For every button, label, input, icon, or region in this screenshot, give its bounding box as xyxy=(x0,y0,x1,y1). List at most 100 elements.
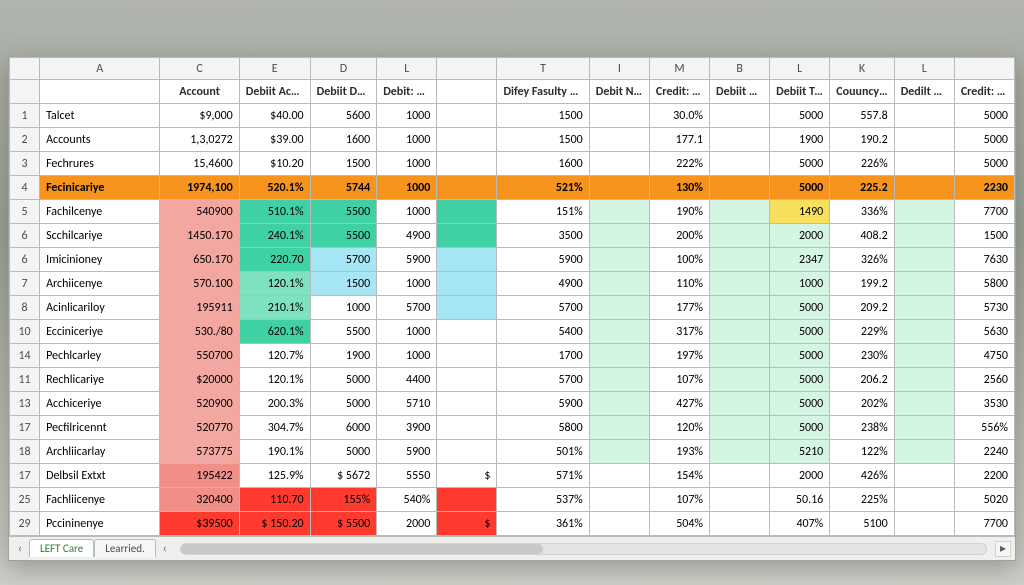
cell[interactable] xyxy=(710,224,770,248)
cell[interactable]: $ 150.20 xyxy=(239,512,310,536)
cell[interactable]: 5600 xyxy=(310,104,377,128)
cell[interactable] xyxy=(710,176,770,200)
column-header[interactable]: E xyxy=(239,58,310,80)
cell[interactable]: 501% xyxy=(497,440,589,464)
cell[interactable] xyxy=(437,224,497,248)
cell[interactable]: 1000 xyxy=(377,272,437,296)
cell[interactable]: 4900 xyxy=(497,272,589,296)
cell[interactable]: 5000 xyxy=(770,416,830,440)
row-number[interactable]: 11 xyxy=(10,368,40,392)
field-header[interactable]: Couuncy Warch xyxy=(830,80,894,104)
cell[interactable]: 5700 xyxy=(377,296,437,320)
cell[interactable]: Fachliicenye xyxy=(40,488,160,512)
cell[interactable] xyxy=(710,392,770,416)
cell[interactable]: Archliicarlay xyxy=(40,440,160,464)
cell[interactable]: 120.1% xyxy=(239,272,310,296)
cell[interactable]: $ 5672 xyxy=(310,464,377,488)
cell[interactable]: 2560 xyxy=(954,368,1014,392)
cell[interactable]: $ xyxy=(437,464,497,488)
cell[interactable]: 650.170 xyxy=(160,248,239,272)
row-number[interactable]: 1 xyxy=(10,104,40,128)
cell[interactable]: 5500 xyxy=(310,320,377,344)
cell[interactable]: 1500 xyxy=(310,152,377,176)
cell[interactable]: 5020 xyxy=(954,488,1014,512)
field-header[interactable] xyxy=(437,80,497,104)
cell[interactable] xyxy=(894,296,954,320)
cell[interactable]: Scchilcariye xyxy=(40,224,160,248)
cell[interactable]: 50.16 xyxy=(770,488,830,512)
row-number[interactable]: 6 xyxy=(10,248,40,272)
cell[interactable] xyxy=(710,416,770,440)
cell[interactable]: 5000 xyxy=(310,440,377,464)
cell[interactable] xyxy=(894,176,954,200)
cell[interactable]: 326% xyxy=(830,248,894,272)
cell[interactable]: 120.1% xyxy=(239,368,310,392)
cell[interactable]: 5000 xyxy=(770,176,830,200)
cell[interactable]: Archiicenye xyxy=(40,272,160,296)
cell[interactable]: 7630 xyxy=(954,248,1014,272)
cell[interactable] xyxy=(710,200,770,224)
row-number[interactable]: 4 xyxy=(10,176,40,200)
spreadsheet-grid[interactable]: ACEDLTIMBLKLAccountDebiit AccountDebiit … xyxy=(9,57,1015,536)
row-number[interactable]: 13 xyxy=(10,392,40,416)
cell[interactable] xyxy=(589,176,649,200)
cell[interactable]: 1,3,0272 xyxy=(160,128,239,152)
cell[interactable]: 122% xyxy=(830,440,894,464)
cell[interactable]: 4900 xyxy=(377,224,437,248)
cell[interactable]: 154% xyxy=(649,464,709,488)
cell[interactable] xyxy=(710,104,770,128)
cell[interactable] xyxy=(589,392,649,416)
cell[interactable]: 225.2 xyxy=(830,176,894,200)
cell[interactable]: 190.1% xyxy=(239,440,310,464)
cell[interactable] xyxy=(894,344,954,368)
cell[interactable]: 5800 xyxy=(954,272,1014,296)
cell[interactable] xyxy=(437,248,497,272)
cell[interactable]: $40.00 xyxy=(239,104,310,128)
cell[interactable]: 1000 xyxy=(377,320,437,344)
cell[interactable] xyxy=(894,152,954,176)
cell[interactable]: 2230 xyxy=(954,176,1014,200)
field-header[interactable]: Difey Fasulty Coal Trores xyxy=(497,80,589,104)
column-header[interactable]: I xyxy=(589,58,649,80)
cell[interactable]: 5000 xyxy=(954,152,1014,176)
cell[interactable]: 550700 xyxy=(160,344,239,368)
cell[interactable]: 5900 xyxy=(497,248,589,272)
cell[interactable]: 1000 xyxy=(377,200,437,224)
cell[interactable] xyxy=(437,104,497,128)
cell[interactable] xyxy=(894,368,954,392)
cell[interactable] xyxy=(589,344,649,368)
cell[interactable] xyxy=(589,296,649,320)
cell[interactable]: Acchiceriye xyxy=(40,392,160,416)
column-header[interactable]: A xyxy=(40,58,160,80)
cell[interactable]: 5210 xyxy=(770,440,830,464)
cell[interactable]: 202% xyxy=(830,392,894,416)
cell[interactable]: 199.2 xyxy=(830,272,894,296)
tab-nav-first-icon[interactable]: ‹ xyxy=(13,541,27,557)
cell[interactable]: $ xyxy=(437,512,497,536)
cell[interactable] xyxy=(589,128,649,152)
cell[interactable]: 3530 xyxy=(954,392,1014,416)
cell[interactable]: 426% xyxy=(830,464,894,488)
cell[interactable]: 2200 xyxy=(954,464,1014,488)
cell[interactable]: 100% xyxy=(649,248,709,272)
cell[interactable]: 5000 xyxy=(770,344,830,368)
row-number[interactable]: 18 xyxy=(10,440,40,464)
cell[interactable] xyxy=(589,440,649,464)
cell[interactable]: 1600 xyxy=(310,128,377,152)
field-header[interactable]: Debit Norre xyxy=(589,80,649,104)
cell[interactable]: 6000 xyxy=(310,416,377,440)
cell[interactable]: 1000 xyxy=(377,104,437,128)
field-header[interactable]: Debiit Trours xyxy=(770,80,830,104)
cell[interactable] xyxy=(710,296,770,320)
cell[interactable]: 5100 xyxy=(830,512,894,536)
cell[interactable]: 530./80 xyxy=(160,320,239,344)
cell[interactable]: Rechlicariye xyxy=(40,368,160,392)
cell[interactable]: 2347 xyxy=(770,248,830,272)
cell[interactable]: 1500 xyxy=(310,272,377,296)
cell[interactable]: 304.7% xyxy=(239,416,310,440)
cell[interactable]: 573775 xyxy=(160,440,239,464)
cell[interactable]: 5800 xyxy=(497,416,589,440)
cell[interactable]: Fachilcenye xyxy=(40,200,160,224)
cell[interactable]: 427% xyxy=(649,392,709,416)
cell[interactable]: 226% xyxy=(830,152,894,176)
